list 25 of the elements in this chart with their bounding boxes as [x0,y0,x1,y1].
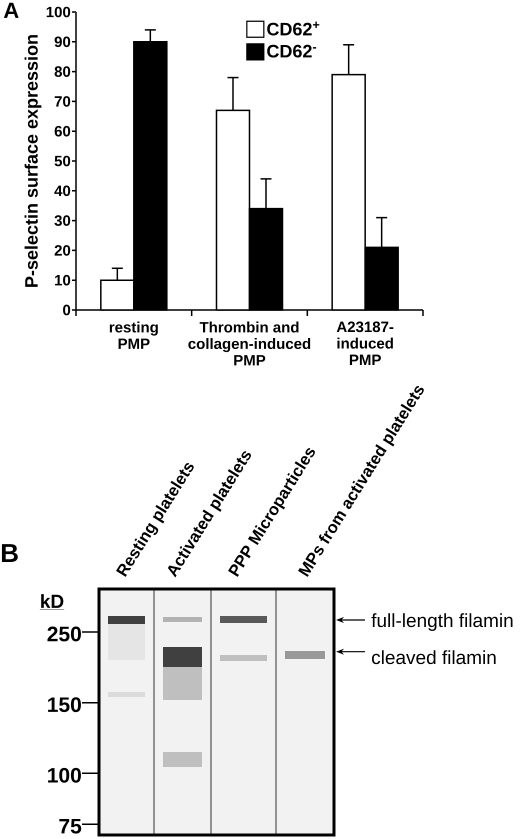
text: kD [41,594,64,608]
text: full-length filamin [371,613,512,631]
y-tick-label: 100 [46,6,70,18]
y-tick-label: 80 [54,66,70,77]
y-axis-title: P-selectin surface expression [24,35,42,287]
text: 150 [48,697,81,712]
x-tick-label: A23187- induced PMP [336,322,394,366]
text: B [2,544,18,562]
y-tick-label: 90 [54,36,70,48]
y-tick-label: 30 [54,215,70,226]
text: cleaved filamin [372,650,496,664]
text: 75 [59,818,82,834]
y-tick-label: 20 [54,245,70,256]
y-tick-label: 40 [54,185,70,196]
y-tick-label: 70 [54,96,70,107]
legend-label: CD62$^{-}$ [267,44,316,58]
x-tick-label: Thrombin and collagen-induced PMP [188,322,310,366]
chart-title: A [4,2,19,18]
legend-label: CD62$^{+}$ [267,22,320,36]
text: 250 [47,626,81,642]
y-tick-label: 50 [54,156,70,166]
y-tick-label: 10 [55,274,70,286]
y-tick-label: 0 [63,304,70,316]
x-tick-label: resting PMP [110,322,158,349]
y-tick-label: 60 [54,126,70,137]
